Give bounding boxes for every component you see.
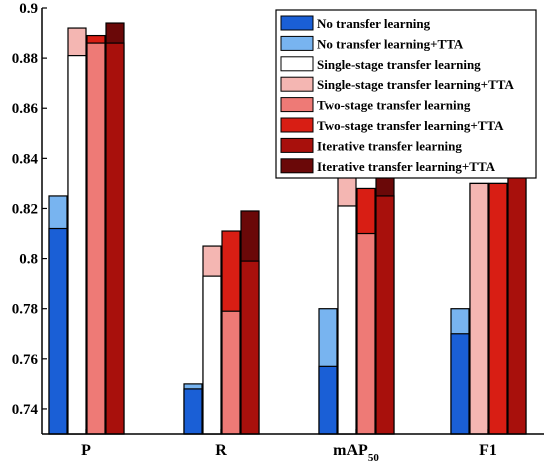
legend-label-0: No transfer learning	[317, 16, 431, 31]
legend-swatch-3	[280, 76, 314, 92]
bar-r-s0	[183, 388, 203, 435]
legend-swatch-2	[280, 56, 314, 72]
y-tick-label: 0.82	[12, 201, 38, 217]
bar-f1-s0	[450, 333, 470, 435]
legend-label-1: No transfer learning+TTA	[317, 36, 464, 51]
legend-swatch-1	[280, 35, 314, 51]
legend-swatch-4	[280, 97, 314, 113]
bar-p-s4	[86, 42, 106, 435]
bar-map-s2	[337, 205, 357, 435]
legend-label-5: Two-stage transfer learning+TTA	[317, 118, 504, 133]
bar-p-s2	[67, 55, 87, 435]
y-tick-label: 0.9	[19, 1, 38, 17]
legend-swatch-0	[280, 15, 314, 31]
legend-swatch-5	[280, 117, 314, 133]
legend-swatch-6	[280, 137, 314, 153]
bar-f1-s6	[507, 167, 527, 435]
bar-map-s4	[356, 232, 376, 435]
legend-label-6: Iterative transfer learning	[317, 138, 462, 153]
legend-box	[275, 9, 537, 179]
y-tick-label: 0.8	[19, 252, 38, 268]
legend-label-7: Iterative transfer learning+TTA	[317, 159, 496, 174]
y-tick-label: 0.86	[12, 101, 39, 117]
y-tick-label: 0.88	[12, 51, 38, 67]
legend-label-4: Two-stage transfer learning	[317, 98, 471, 113]
y-tick-label: 0.84	[12, 151, 39, 167]
legend-label-3: Single-stage transfer learning+TTA	[317, 77, 514, 92]
bars-layer	[48, 22, 527, 435]
x-tick-label-map: mAP50	[333, 442, 379, 464]
legend-label-2: Single-stage transfer learning	[317, 57, 481, 72]
y-tick-label: 0.74	[12, 402, 39, 418]
bar-map-s0	[318, 365, 338, 435]
x-tick-label-f1: F1	[479, 442, 497, 459]
y-tick-label: 0.78	[12, 302, 38, 318]
bar-f1-s3	[469, 182, 489, 435]
x-tick-label-p: P	[81, 442, 91, 459]
bar-r-s4	[221, 310, 241, 435]
legend-swatch-7	[280, 158, 314, 174]
bar-r-s2	[202, 275, 222, 435]
x-tick-label-r: R	[215, 442, 227, 459]
legend: No transfer learning No transfer learning…	[275, 9, 537, 179]
bar-p-s0	[48, 227, 68, 435]
y-tick-label: 0.76	[12, 352, 39, 368]
bar-r-s6	[240, 260, 260, 435]
bar-p-s6	[105, 42, 125, 435]
bar-f1-s5	[488, 182, 508, 435]
bar-map-s6	[375, 195, 395, 435]
